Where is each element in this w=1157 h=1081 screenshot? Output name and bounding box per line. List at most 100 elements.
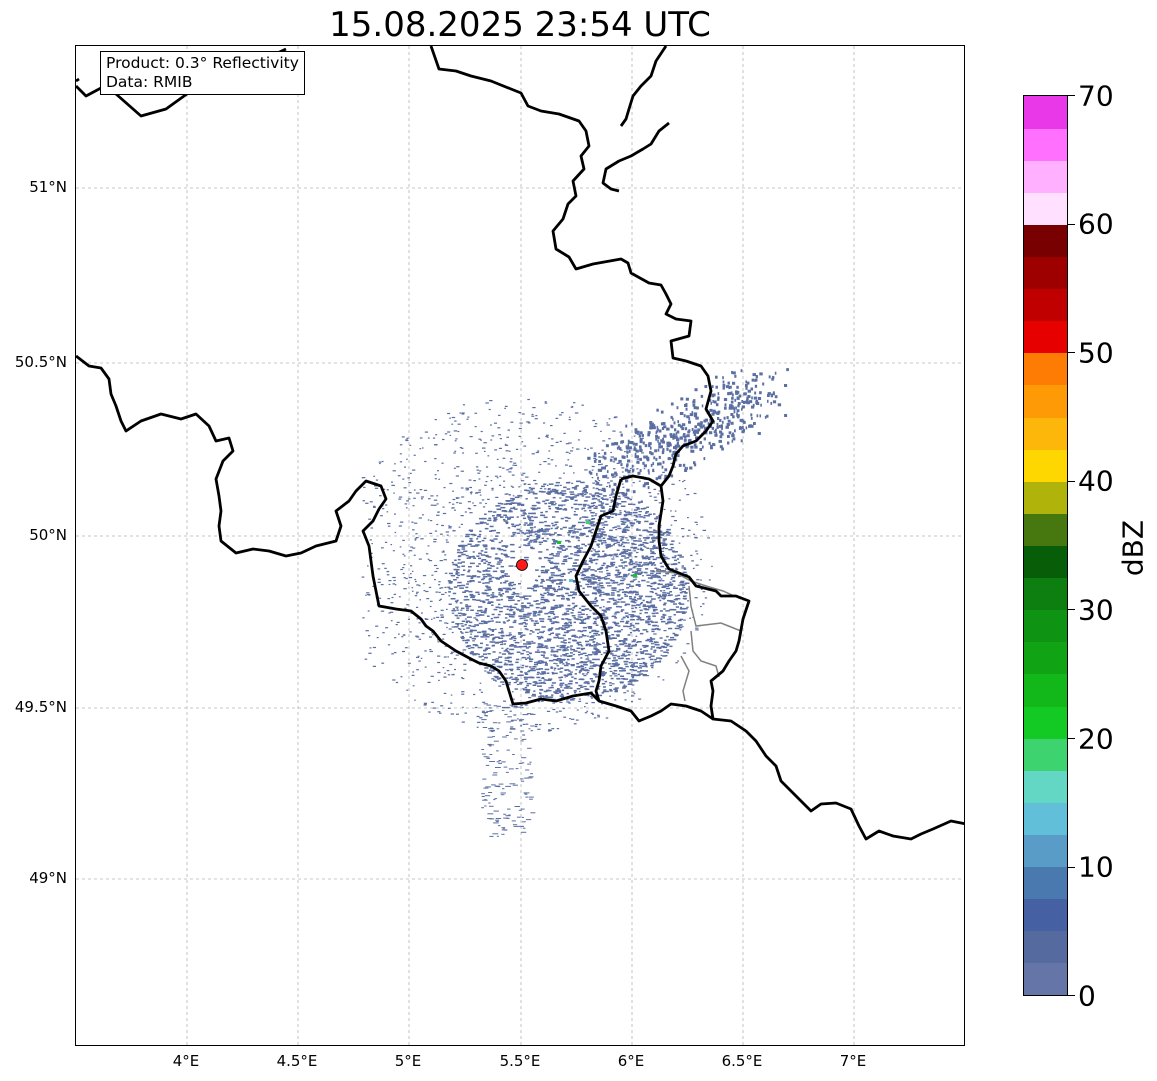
echo-pixel [464,631,467,633]
echo-pixel [467,543,472,545]
echo-pixel [404,607,407,609]
echo-pixel [499,438,502,440]
echo-pixel [406,458,408,460]
echo-pixel [378,461,382,463]
echo-pixel [553,613,556,616]
echo-pixel [577,528,582,531]
echo-pixel [514,603,518,605]
echo-pixel [653,547,659,549]
echo-pixel [614,663,619,665]
echo-pixel [587,626,593,628]
echo-pixel [466,616,472,618]
echo-pixel [398,498,402,500]
echo-pixel [366,592,370,594]
echo-pixel [525,689,531,691]
echo-pixel [492,659,496,661]
echo-pixel [598,484,603,486]
echo-pixel [408,482,411,484]
echo-pixel [634,600,638,602]
echo-pixel [558,534,562,536]
echo-pixel [476,726,479,728]
echo-pixel [567,531,572,534]
echo-pixel [604,541,607,544]
echo-pixel [493,517,498,519]
echo-pixel [582,489,585,492]
echo-pixel [498,760,502,761]
echo-pixel [614,574,618,576]
echo-pixel [521,480,525,482]
echo-pixel [515,678,520,681]
radar-map[interactable] [75,45,965,1046]
echo-pixel [500,598,503,601]
echo-pixel [516,683,520,686]
echo-pixel [601,673,606,675]
echo-pixel [446,608,448,610]
echo-pixel [700,579,702,581]
echo-pixel [548,505,551,508]
echo-pixel [507,588,512,591]
echo-pixel [555,490,558,493]
echo-pixel [601,510,606,512]
echo-pixel [510,497,515,500]
echo-pixel [451,609,456,612]
echo-pixel [732,415,735,419]
echo-pixel [639,609,643,612]
echo-pixel [584,527,589,529]
echo-pixel [573,592,577,594]
echo-pixel [628,564,632,566]
echo-pixel [592,581,597,583]
echo-pixel [614,675,618,677]
echo-pixel [597,568,602,570]
echo-pixel [382,508,385,510]
echo-pixel [585,535,589,538]
echo-pixel [741,426,744,430]
echo-pixel [511,593,515,596]
echo-pixel [595,553,600,555]
echo-pixel [390,544,393,546]
echo-pixel [719,430,723,434]
echo-pixel [455,602,458,604]
echo-pixel [507,619,510,621]
echo-pixel [675,567,678,569]
echo-pixel [619,643,625,646]
echo-pixel [728,385,732,389]
echo-pixel [412,685,415,687]
echo-pixel [522,634,526,636]
echo-pixel [710,401,713,405]
echo-pixel [628,446,633,450]
echo-pixel [678,542,681,544]
echo-pixel [393,579,396,582]
echo-pixel [651,424,656,428]
radar-site-marker[interactable] [516,559,528,571]
echo-pixel [700,588,703,590]
echo-pixel [570,591,575,593]
echo-pixel [442,506,445,508]
echo-pixel [670,601,675,603]
echo-pixel [588,645,594,647]
echo-pixel [523,625,527,628]
echo-pixel [598,579,601,582]
echo-pixel [719,418,722,422]
echo-pixel [484,799,487,801]
echo-pixel [483,703,488,705]
echo-pixel [509,606,513,609]
echo-pixel [482,506,486,508]
echo-pixel [605,554,607,556]
echo-pixel [668,617,671,620]
echo-pixel [612,587,617,589]
echo-pixel [432,634,434,636]
echo-pixel [509,731,512,733]
echo-pixel [602,614,606,617]
echo-pixel [642,604,646,606]
echo-pixel [596,495,599,497]
echo-pixel [563,500,567,502]
echo-pixel [498,484,502,486]
echo-pixel [559,583,563,585]
echo-pixel [499,628,504,630]
echo-pixel [615,529,618,531]
echo-pixel [498,414,501,416]
echo-pixel [612,556,615,558]
echo-pixel [590,521,595,523]
echo-pixel [597,495,601,498]
echo-pixel [629,590,632,593]
